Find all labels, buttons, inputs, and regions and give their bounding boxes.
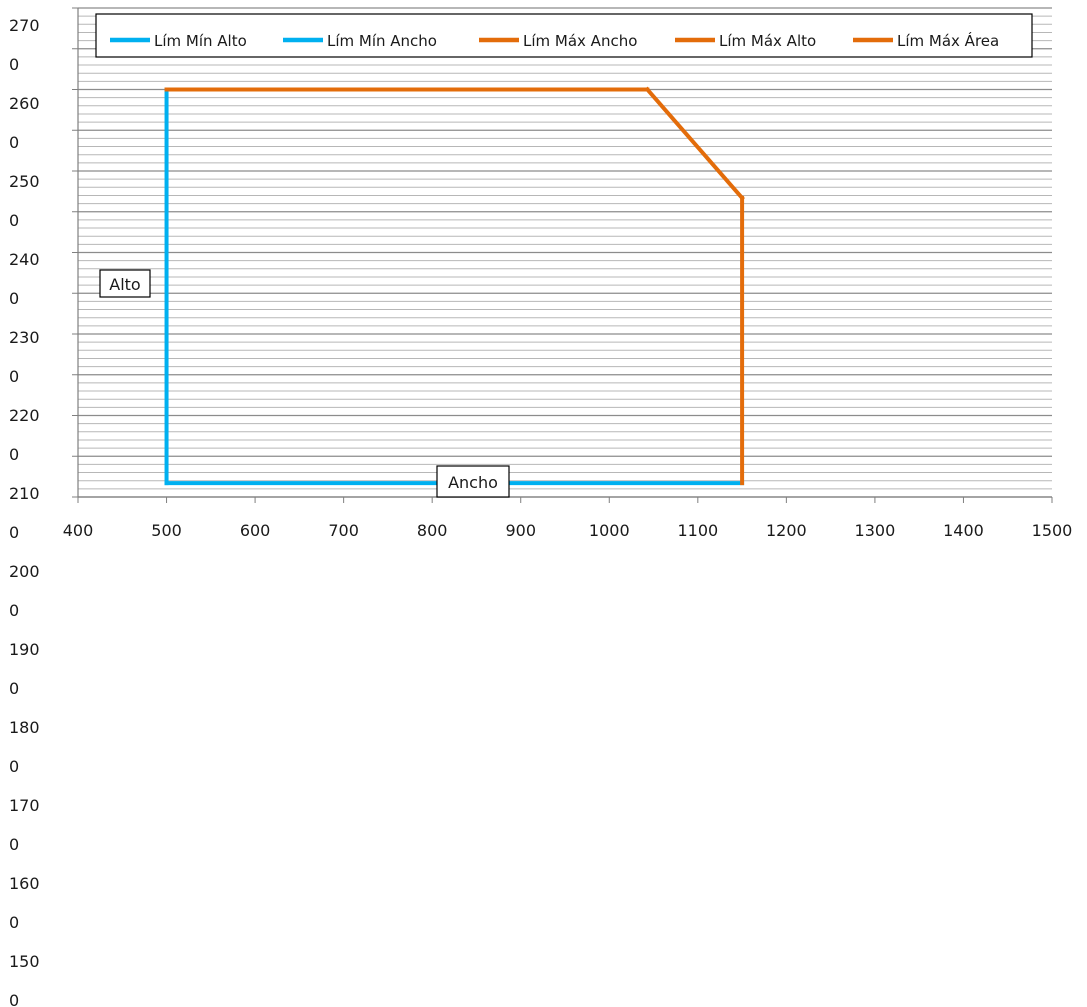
x-tick-label: 500 (151, 521, 182, 540)
y-tick-label: 170 (9, 796, 40, 815)
y-tick-label: 150 (9, 952, 40, 971)
y-axis-title-box (99, 269, 151, 298)
series-line-l-m-m-x-rea (644, 86, 745, 201)
y-tick-label: 200 (9, 562, 40, 581)
y-tick-label: 0 (9, 679, 19, 698)
y-tick-label: 260 (9, 94, 40, 113)
y-tick-label: 0 (9, 913, 19, 932)
x-tick-label: 1400 (943, 521, 984, 540)
legend-label: Lím Mín Alto (154, 32, 247, 50)
legend: Lím Mín Alto Lím Mín Ancho Lím Máx Ancho Lí… (95, 13, 1033, 58)
y-axis-title: Alto (99, 269, 151, 298)
x-tick-label: 1300 (855, 521, 896, 540)
y-tick-label: 190 (9, 640, 40, 659)
x-tick-label: 400 (63, 521, 94, 540)
x-axis-title-label: Ancho (448, 473, 498, 492)
legend-label: Lím Máx Alto (719, 32, 816, 50)
y-axis-title-label: Alto (109, 275, 140, 294)
series-lines (164, 86, 745, 486)
y-tick-label: 0 (9, 211, 19, 230)
x-axis-title-box (436, 465, 510, 498)
y-tick-label: 0 (9, 133, 19, 152)
gridlines (78, 7, 1052, 498)
y-tick-label: 220 (9, 406, 40, 425)
x-axis-title: Ancho (436, 465, 510, 498)
x-tick-label: 600 (240, 521, 271, 540)
legend-label: Lím Máx Área (897, 31, 999, 50)
y-tick-label: 0 (9, 757, 19, 776)
y-tick-label: 0 (9, 835, 19, 854)
y-tick-label: 0 (9, 367, 19, 386)
y-tick-label: 160 (9, 874, 40, 893)
y-tick-label: 0 (9, 445, 19, 464)
x-tick-label: 700 (328, 521, 359, 540)
x-tick-label: 1500 (1032, 521, 1073, 540)
x-tick-label: 1200 (766, 521, 807, 540)
y-tick-label: 0 (9, 289, 19, 308)
legend-box (95, 13, 1033, 58)
y-tick-label: 0 (9, 55, 19, 74)
x-tick-labels: 400 500 600 700 800 900 1000 1100 1200 1300 1400 15… (63, 521, 1073, 540)
legend-label: Lím Máx Ancho (523, 32, 637, 50)
y-tick-label: 250 (9, 172, 40, 191)
x-tick-label: 1100 (677, 521, 718, 540)
legend-label: Lím Mín Ancho (327, 32, 437, 50)
y-tick-label: 210 (9, 484, 40, 503)
x-tick-label: 900 (505, 521, 536, 540)
y-tick-label: 180 (9, 718, 40, 737)
x-tick-label: 1000 (589, 521, 630, 540)
y-tick-label: 230 (9, 328, 40, 347)
y-tick-label: 0 (9, 601, 19, 620)
y-tick-label: 270 (9, 16, 40, 35)
x-tick-label: 800 (417, 521, 448, 540)
y-tick-label: 240 (9, 250, 40, 269)
y-tick-label: 0 (9, 991, 19, 1007)
y-tick-labels: 270 0 260 0 250 0 240 0 230 0 220 0 210 0 200 0 190 0 180 0… (9, 16, 40, 1007)
y-tick-label: 0 (9, 523, 19, 542)
axes (72, 7, 1053, 503)
